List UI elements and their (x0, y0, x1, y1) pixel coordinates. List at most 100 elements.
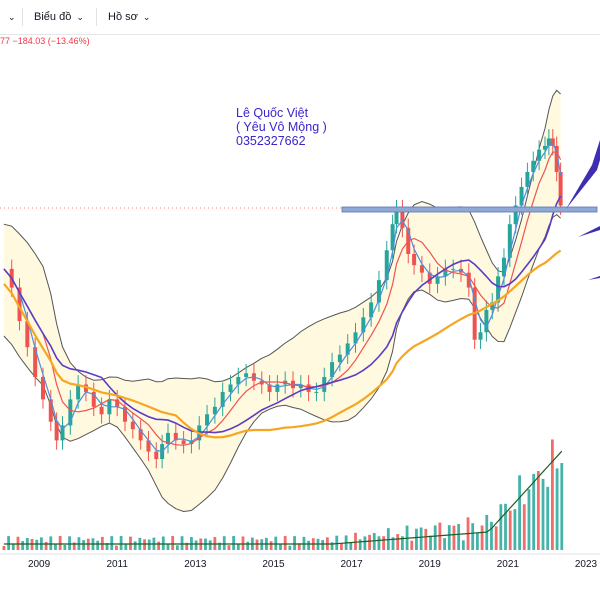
candle-body (361, 317, 366, 333)
volume-bar (358, 539, 362, 550)
ma-very-long-line (3, 249, 562, 439)
candlesticks (9, 129, 563, 469)
volume-bar (255, 539, 259, 550)
price-chart[interactable]: 2009 2011 2013 2015 2017 2019 2021 2023 (0, 50, 600, 600)
arrow-mid (578, 226, 600, 237)
candle-body (275, 384, 280, 392)
volume-bar (471, 523, 475, 550)
ma-medium-line (3, 151, 562, 446)
candle-body (212, 406, 217, 415)
x-tick-label: 2011 (106, 559, 128, 570)
volume-bar (119, 536, 123, 550)
chart-type-dropdown[interactable]: Biểu đồ ⌄ (28, 6, 90, 28)
volume-bar (297, 543, 301, 550)
volume-bar (499, 504, 503, 550)
volume-bar (330, 542, 334, 550)
volume-bar (293, 536, 296, 550)
profile-dropdown[interactable]: Hồ sơ ⌄ (102, 6, 156, 28)
candle-body (130, 421, 135, 430)
volume-bar (44, 542, 48, 550)
volume-bar (504, 503, 507, 550)
volume-bar (386, 528, 390, 550)
volume-bar (72, 542, 76, 550)
volume-bar (166, 544, 170, 550)
candle-body (33, 347, 38, 377)
volume-bar (321, 540, 325, 550)
volume-bar (269, 541, 273, 550)
candle-body (138, 429, 143, 441)
candle-body (123, 406, 128, 422)
volume-bar (396, 534, 400, 550)
volume-bar (175, 545, 179, 550)
candle-body (244, 373, 249, 377)
candle-body (228, 384, 233, 392)
volume-bar (208, 540, 212, 550)
candle-body (412, 254, 417, 266)
volume-bar (54, 544, 57, 550)
candle-body (400, 209, 405, 228)
candle-body (115, 399, 120, 407)
x-tick-label: 2015 (262, 559, 285, 570)
candle-body (519, 186, 524, 206)
candle-body (146, 440, 151, 452)
volume-bar (532, 473, 536, 550)
volume-bar (11, 543, 15, 550)
toolbar-divider (22, 8, 23, 26)
volume-bar (68, 536, 71, 550)
candle-body (427, 272, 432, 284)
candle-body (337, 354, 342, 363)
volume-bar (21, 541, 25, 550)
candle-body (40, 377, 45, 400)
volume-bar (58, 536, 62, 550)
candle-body (384, 250, 389, 281)
candle-body (537, 149, 542, 161)
volume-bar (222, 536, 226, 550)
volume-bar (288, 545, 292, 550)
volume-bar (551, 439, 554, 550)
volume-bar (105, 543, 109, 550)
volume-bar (419, 527, 423, 550)
volume-bar (368, 534, 371, 550)
support-zone-box (341, 206, 598, 213)
volume-bars (2, 439, 564, 550)
profile-label: Hồ sơ (108, 11, 138, 23)
candle-body (236, 377, 241, 385)
candle-body (91, 391, 96, 407)
volume-bar (171, 536, 175, 550)
volume-bar (536, 470, 540, 550)
author-annotation: Lê Quốc Việt ( Yêu Vô Mộng ) 0352327662 (236, 106, 327, 148)
volume-bar (447, 525, 451, 550)
volume-bar (508, 510, 512, 550)
volume-bar (555, 468, 559, 550)
volume-bar (274, 536, 278, 550)
candle-body (478, 332, 483, 340)
volume-bar (283, 536, 287, 550)
volume-bar (227, 545, 231, 550)
x-tick-label: 2021 (497, 559, 520, 570)
volume-bar (372, 532, 376, 550)
candle-body (173, 432, 178, 441)
volume-bar (129, 536, 132, 550)
volume-bar (2, 546, 6, 550)
chevron-down-icon: ⌄ (76, 12, 84, 22)
candle-body (181, 440, 186, 445)
candle-body (76, 384, 81, 400)
candle-body (419, 265, 424, 273)
chevron-down-icon: ⌄ (8, 12, 16, 22)
candle-body (550, 138, 555, 146)
candle-body (54, 421, 59, 441)
volume-bar (522, 504, 526, 550)
author-alias: ( Yêu Vô Mộng ) (236, 120, 327, 134)
volume-bar (232, 536, 236, 550)
band-fill (3, 90, 561, 512)
volume-bar (415, 528, 418, 550)
candle-body (554, 145, 559, 172)
volume-bar (143, 539, 146, 550)
candle-body (220, 391, 225, 407)
candle-body (298, 384, 303, 389)
chevron-down-icon: ⌄ (142, 12, 151, 22)
toolbar-left-dropdown[interactable]: ⌄ (2, 6, 22, 28)
candle-body (490, 302, 495, 310)
candle-body (60, 425, 65, 441)
moving-averages (3, 142, 562, 453)
